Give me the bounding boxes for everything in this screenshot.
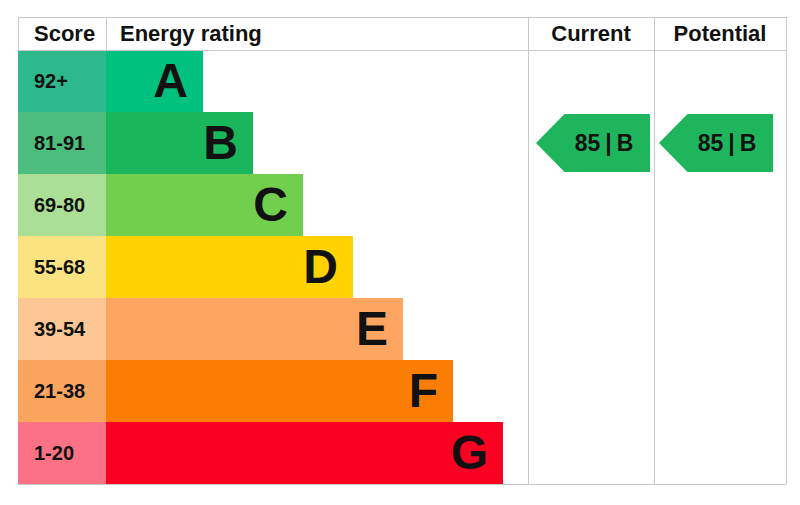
current-rating-band: B [617, 130, 634, 156]
band-score-label: 21-38 [34, 380, 85, 403]
table-border-header-left [18, 17, 19, 50]
table-border-score-divider [106, 17, 107, 50]
band-score-cell: 21-38 [18, 360, 106, 422]
table-border-bottom [18, 484, 786, 485]
band-row-g: 1-20 G [18, 422, 786, 484]
band-score-label: 81-91 [34, 132, 85, 155]
band-score-cell: 81-91 [18, 112, 106, 174]
band-letter: D [303, 243, 338, 291]
table-border-current-left [528, 17, 529, 484]
current-rating-label: 85|B [553, 130, 634, 157]
rating-separator: | [605, 130, 611, 156]
band-score-cell: 1-20 [18, 422, 106, 484]
header-current-label: Current [551, 21, 630, 47]
band-bar: G [106, 422, 503, 484]
band-letter: G [451, 429, 488, 477]
band-row-a: 92+ A [18, 50, 786, 112]
header-current: Current [528, 17, 654, 50]
table-border-top [18, 17, 786, 18]
band-score-label: 69-80 [34, 194, 85, 217]
band-score-label: 1-20 [34, 442, 74, 465]
band-score-cell: 92+ [18, 50, 106, 112]
band-letter: C [253, 181, 288, 229]
epc-energy-rating-chart: Score Energy rating Current Potential 92… [0, 0, 800, 505]
band-bar: E [106, 298, 403, 360]
band-row-e: 39-54 E [18, 298, 786, 360]
rating-separator: | [728, 130, 734, 156]
current-rating-value: 85 [575, 130, 601, 156]
band-bar: F [106, 360, 453, 422]
band-letter: A [153, 57, 188, 105]
band-row-d: 55-68 D [18, 236, 786, 298]
band-score-label: 39-54 [34, 318, 85, 341]
potential-rating-label: 85|B [676, 130, 757, 157]
header-potential-label: Potential [674, 21, 767, 47]
header-potential: Potential [654, 17, 786, 50]
band-bar: B [106, 112, 253, 174]
table-border-right [786, 17, 787, 484]
band-bar: D [106, 236, 353, 298]
table-border-header-bottom [18, 50, 786, 51]
band-row-f: 21-38 F [18, 360, 786, 422]
header-score-label: Score [34, 21, 95, 47]
band-score-cell: 69-80 [18, 174, 106, 236]
band-row-c: 69-80 C [18, 174, 786, 236]
band-bar: A [106, 50, 203, 112]
band-letter: E [356, 305, 388, 353]
band-score-cell: 39-54 [18, 298, 106, 360]
band-score-cell: 55-68 [18, 236, 106, 298]
header-score: Score [18, 17, 106, 50]
band-score-label: 92+ [34, 70, 68, 93]
band-bar: C [106, 174, 303, 236]
potential-rating-band: B [740, 130, 757, 156]
potential-rating-value: 85 [698, 130, 724, 156]
band-score-label: 55-68 [34, 256, 85, 279]
band-letter: F [409, 367, 438, 415]
header-energy-rating-label: Energy rating [120, 21, 262, 47]
band-letter: B [203, 119, 238, 167]
table-border-potential-left [654, 17, 655, 484]
header-energy-rating: Energy rating [106, 17, 528, 50]
